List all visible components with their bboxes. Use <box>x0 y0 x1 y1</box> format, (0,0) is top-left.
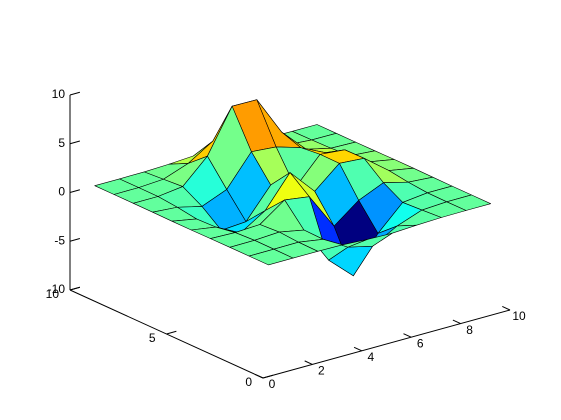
x-tick-label: 0 <box>269 377 276 391</box>
x-tick <box>304 360 313 365</box>
x-tick-label: 4 <box>367 350 374 364</box>
x-tick <box>353 346 363 352</box>
x-tick <box>255 374 264 379</box>
z-tick <box>69 91 81 96</box>
x-tick-label: 10 <box>512 309 526 323</box>
z-tick <box>69 238 81 242</box>
x-tick-label: 8 <box>466 323 473 337</box>
surface <box>94 99 492 277</box>
x-tick <box>502 306 511 311</box>
x-tick-label: 2 <box>318 364 325 378</box>
y-tick-label: 0 <box>245 375 252 389</box>
x-tick <box>452 319 461 325</box>
y-tick-label: 5 <box>149 331 156 345</box>
z-tick <box>69 140 81 145</box>
z-tick-label: -5 <box>54 233 65 247</box>
z-tick <box>69 189 81 193</box>
x-axis-line <box>262 309 511 379</box>
surface-face <box>248 248 294 266</box>
z-tick <box>69 286 81 291</box>
z-tick-label: -10 <box>48 282 66 296</box>
y-tick <box>166 330 177 335</box>
z-tick-label: 5 <box>58 136 65 150</box>
z-tick-label: 0 <box>58 185 65 199</box>
z-tick-label: 10 <box>52 87 66 101</box>
y-tick-label: 10 <box>46 287 60 301</box>
x-tick-label: 6 <box>417 336 424 350</box>
x-tick <box>403 333 412 338</box>
y-tick <box>262 374 274 379</box>
